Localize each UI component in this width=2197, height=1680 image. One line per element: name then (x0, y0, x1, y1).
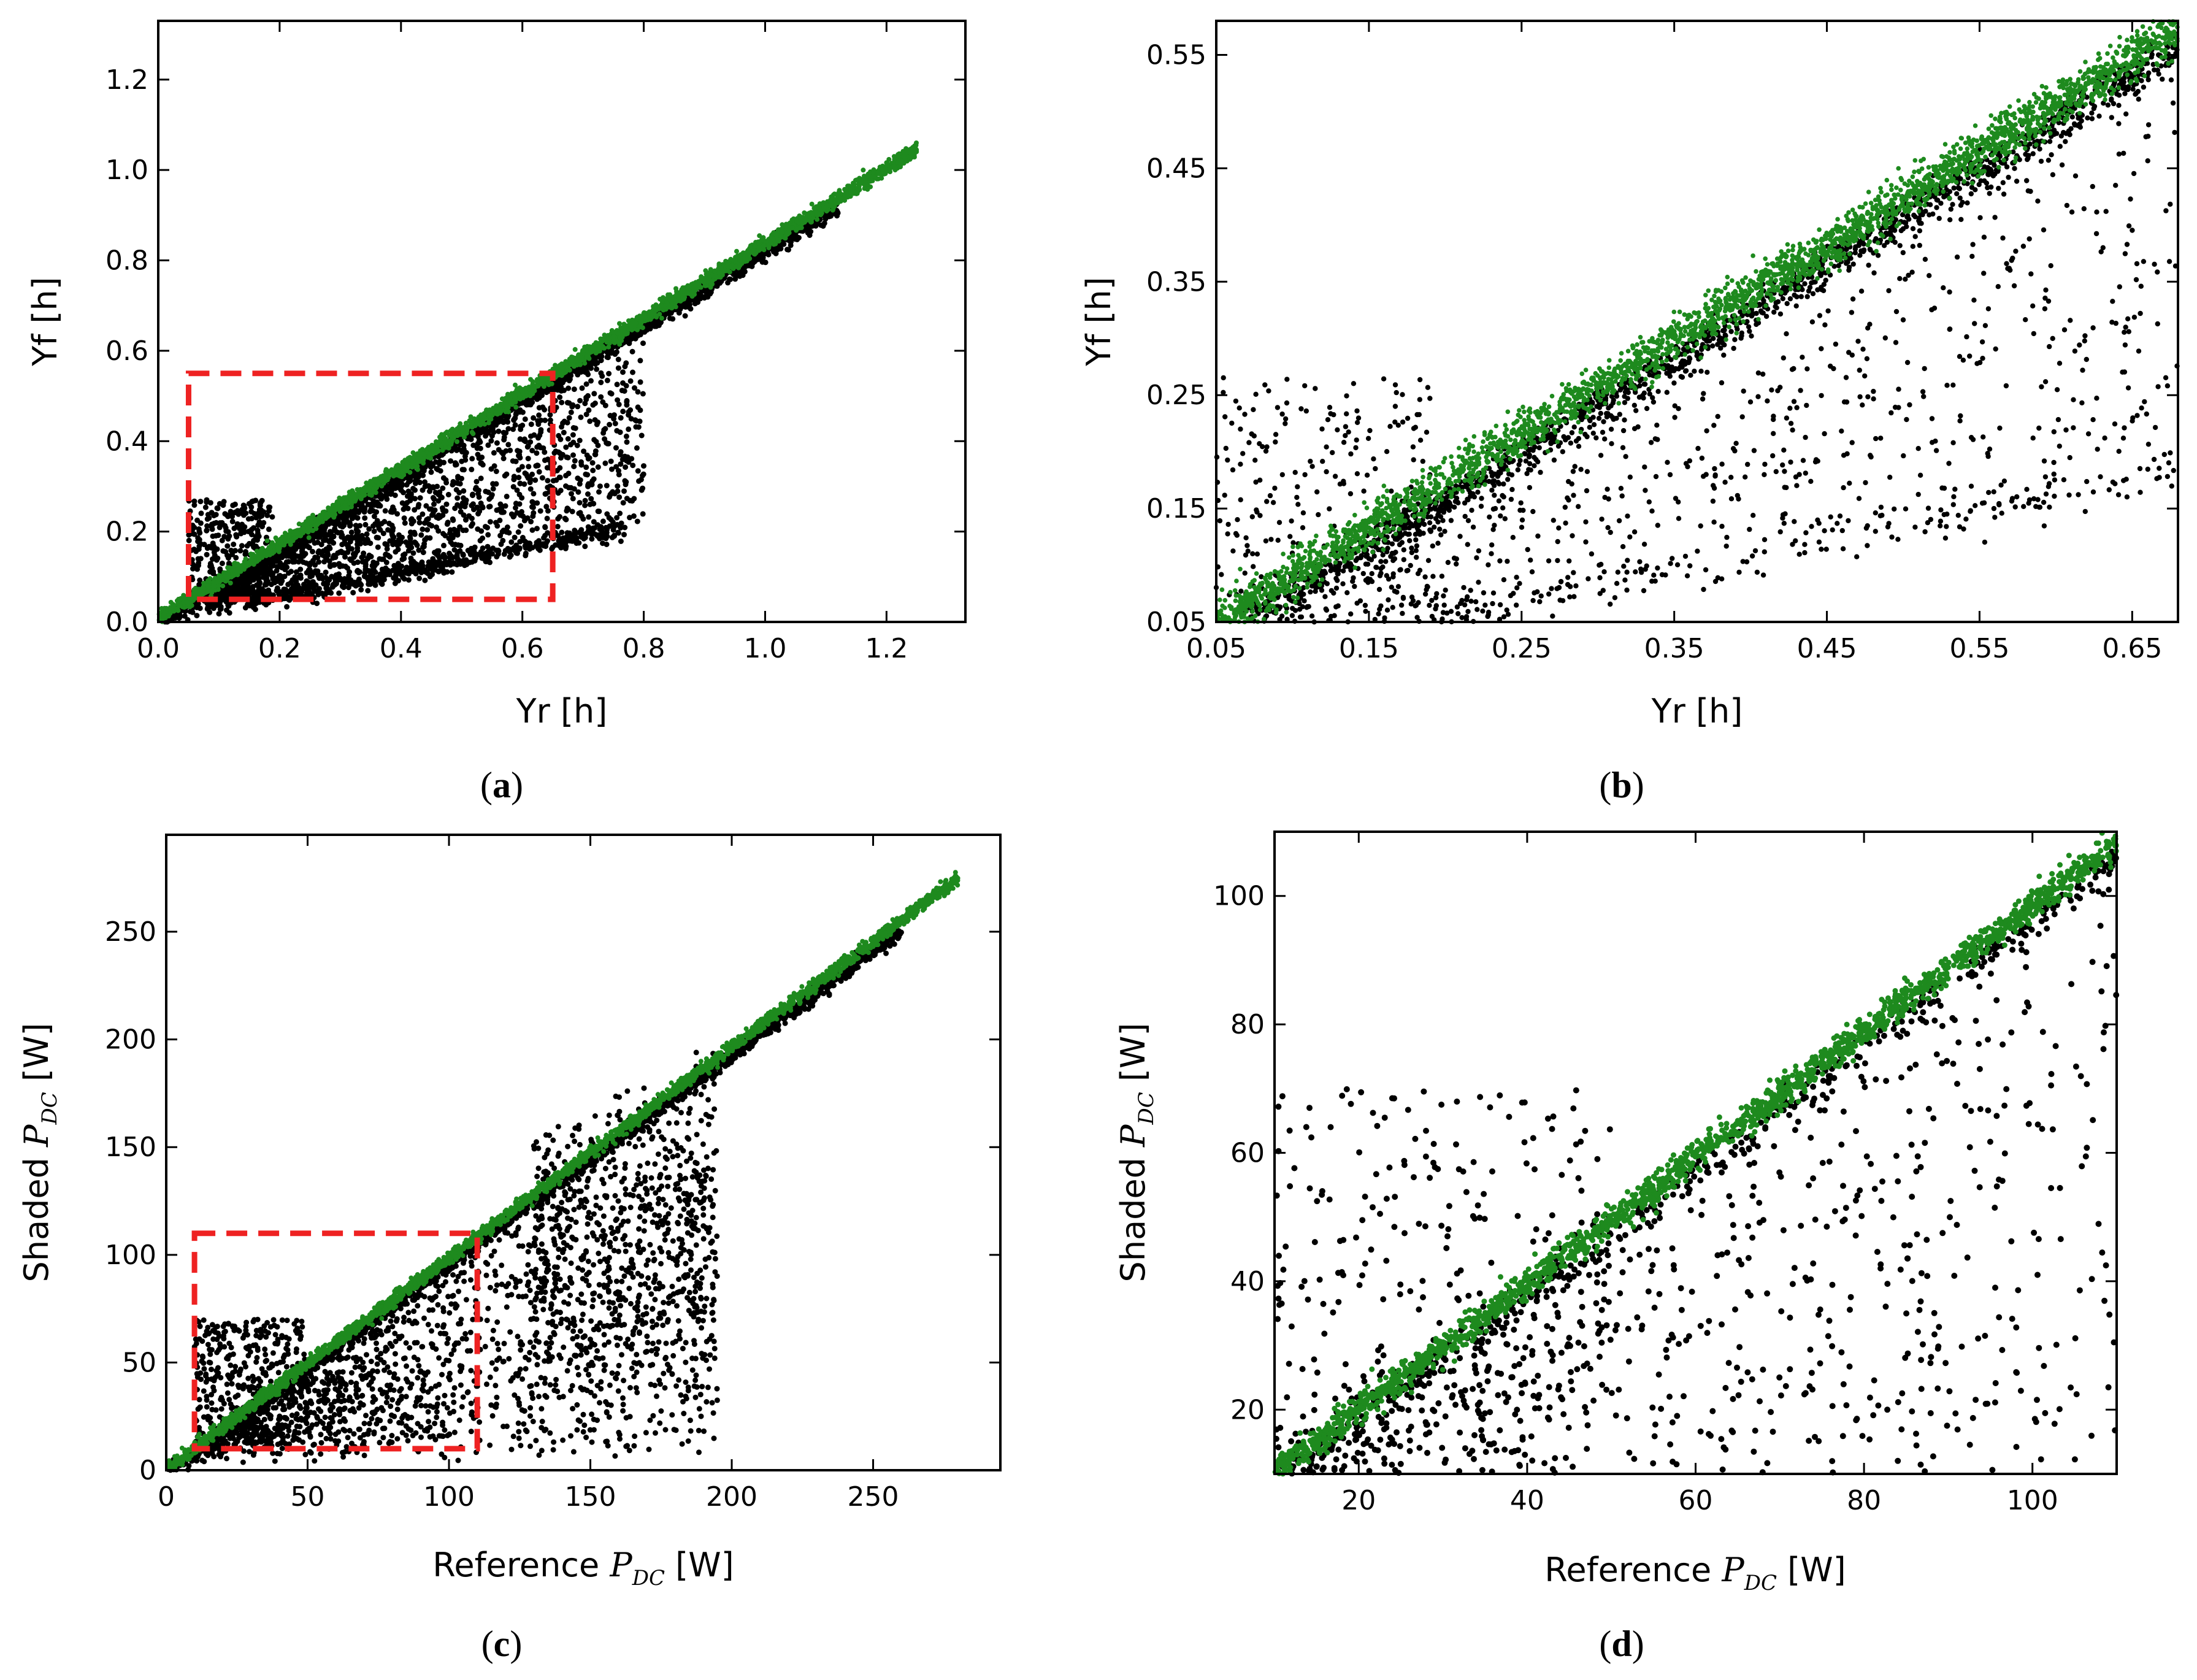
shaded-point (448, 458, 453, 464)
shaded-point (667, 316, 673, 321)
shaded-point (190, 610, 196, 615)
shaded-point (594, 366, 599, 372)
shaded-point (688, 306, 694, 312)
shaded-point (683, 313, 688, 319)
figure: 0.0 0.2 0.4 0.6 0.8 1.0 1.20.00.20.40.60.81.01… (0, 0, 2197, 1680)
panel-a-points (157, 140, 919, 624)
panel-a: 0.0 0.2 0.4 0.6 0.8 1.0 1.20.00.20.40.60.81.01… (26, 21, 965, 805)
